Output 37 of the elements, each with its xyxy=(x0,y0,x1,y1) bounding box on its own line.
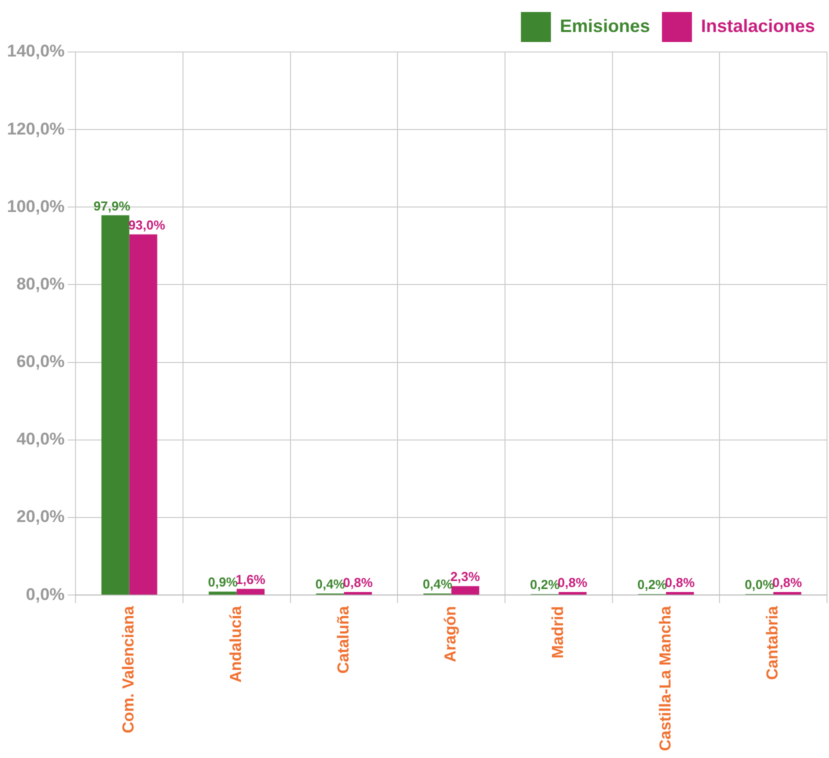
x-tick-label: Madrid xyxy=(550,606,568,659)
data-label: 0,8% xyxy=(772,575,802,590)
data-label: 97,9% xyxy=(93,198,131,214)
y-tick-label: 120,0% xyxy=(6,119,65,138)
y-tick-label: 20,0% xyxy=(16,507,65,526)
legend-label: Instalaciones xyxy=(700,16,815,36)
x-tick-label: Andalucía xyxy=(228,606,246,683)
data-label: 0,8% xyxy=(665,575,696,590)
x-tick-label: Cataluña xyxy=(335,606,352,674)
data-label: 0,8% xyxy=(558,575,588,590)
x-tick-label: Aragón xyxy=(442,606,460,662)
bar xyxy=(773,592,802,595)
data-label: 0,2% xyxy=(637,577,668,592)
y-tick-label: 100,0% xyxy=(6,196,65,216)
y-tick-label: 80,0% xyxy=(16,274,65,294)
bar xyxy=(101,215,130,595)
legend-label: Emisiones xyxy=(560,16,650,36)
y-tick-label: 60,0% xyxy=(16,352,65,372)
bar xyxy=(451,586,480,595)
x-tick-label: Com. Valenciana xyxy=(120,606,138,734)
bar xyxy=(558,592,587,595)
x-tick-label: Castilla-La Mancha xyxy=(657,606,674,752)
bar xyxy=(344,592,372,595)
bar xyxy=(236,588,265,595)
bar xyxy=(129,234,158,595)
data-label: 2,3% xyxy=(450,569,480,584)
bar xyxy=(666,592,694,595)
data-label: 1,6% xyxy=(236,572,266,587)
data-label: 0,8% xyxy=(342,575,374,590)
x-tick-label: Cantabria xyxy=(764,606,782,680)
y-tick-label: 0,0% xyxy=(26,584,65,604)
y-tick-label: 40,0% xyxy=(16,430,65,449)
data-label: 0,0% xyxy=(744,577,775,592)
data-label: 0,4% xyxy=(315,576,346,592)
bar xyxy=(208,592,237,595)
data-label: 0,4% xyxy=(422,576,453,592)
y-tick-label: 140,0% xyxy=(6,42,65,61)
